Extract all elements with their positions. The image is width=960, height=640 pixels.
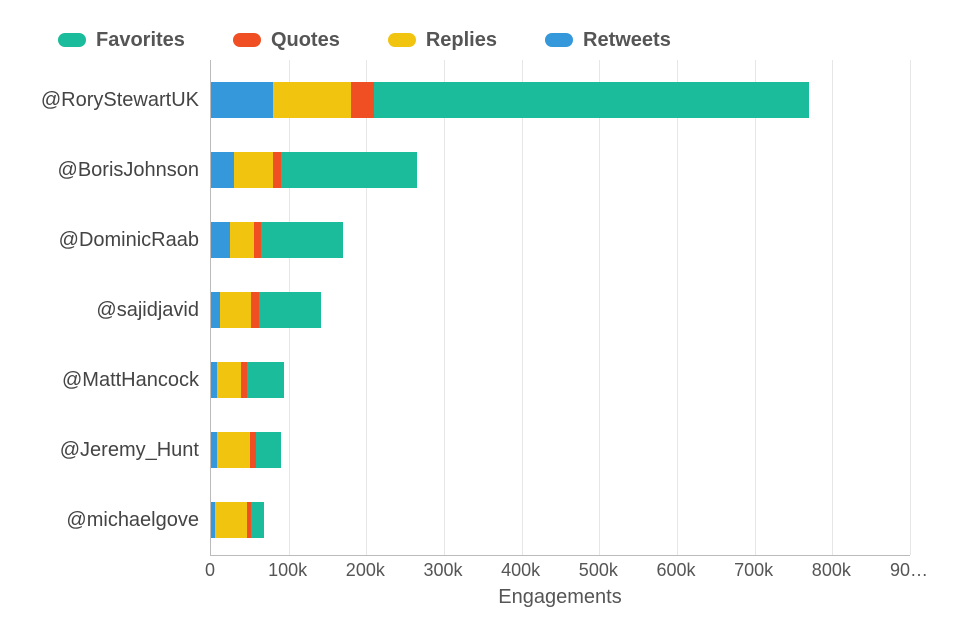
gridline [755,60,756,555]
bar-segment-replies [273,82,351,118]
x-tick-label: 100k [268,560,307,581]
gridline [910,60,911,555]
y-axis-label: @BorisJohnson [58,152,211,188]
engagements-chart: Favorites Quotes Replies Retweets @RoryS… [0,0,960,640]
legend-swatch-quotes [233,33,261,47]
bar-row: @sajidjavid [211,292,321,328]
bar-segment-favorites [281,152,417,188]
legend-swatch-retweets [545,33,573,47]
bar-row: @DominicRaab [211,222,343,258]
gridline [832,60,833,555]
bar-segment-retweets [211,222,230,258]
x-tick-label: 500k [579,560,618,581]
x-tick-label: 300k [423,560,462,581]
x-tick-label: 200k [346,560,385,581]
legend-item-retweets: Retweets [545,29,671,52]
x-tick-label: 800k [812,560,851,581]
gridline [444,60,445,555]
x-tick-label: 400k [501,560,540,581]
legend-swatch-favorites [58,33,86,47]
legend-label: Favorites [96,29,185,52]
bar-segment-replies [220,292,251,328]
y-axis-label: @michaelgove [66,502,211,538]
gridline [522,60,523,555]
legend-swatch-replies [388,33,416,47]
bar-segment-retweets [211,152,234,188]
bar-segment-favorites [261,222,343,258]
bar-segment-favorites [374,82,809,118]
bar-segment-replies [217,362,240,398]
y-axis-label: @Jeremy_Hunt [60,432,211,468]
bar-segment-retweets [211,292,220,328]
bar-segment-replies [215,502,248,538]
plot-area: @RoryStewartUK @BorisJohnson @DominicRaab @… [210,60,910,555]
legend-label: Retweets [583,29,671,52]
gridline [366,60,367,555]
bar-row: @Jeremy_Hunt [211,432,281,468]
bar-row: @BorisJohnson [211,152,417,188]
legend-item-replies: Replies [388,29,497,52]
bar-segment-replies [234,152,273,188]
legend-item-quotes: Quotes [233,29,340,52]
y-axis-label: @DominicRaab [59,222,211,258]
bar-segment-replies [217,432,250,468]
x-tick-label: 0 [205,560,215,581]
y-axis-label: @sajidjavid [96,292,211,328]
x-tick-label: 90… [890,560,928,581]
bar-row: @RoryStewartUK [211,82,809,118]
legend-label: Quotes [271,29,340,52]
bar-segment-favorites [259,292,321,328]
bar-segment-favorites [251,502,263,538]
bar-segment-favorites [256,432,281,468]
gridline [677,60,678,555]
x-tick-label: 700k [734,560,773,581]
bar-segment-quotes [251,292,259,328]
y-axis-label: @RoryStewartUK [41,82,211,118]
bar-segment-retweets [211,82,273,118]
y-axis-label: @MattHancock [62,362,211,398]
gridline [599,60,600,555]
legend-item-favorites: Favorites [58,29,185,52]
bar-segment-replies [230,222,253,258]
x-axis: 0100k200k300k400k500k600k700k800k90… [210,555,910,578]
bar-segment-quotes [351,82,374,118]
bar-segment-quotes [273,152,281,188]
legend-label: Replies [426,29,497,52]
bar-row: @michaelgove [211,502,264,538]
x-tick-label: 600k [656,560,695,581]
bar-row: @MattHancock [211,362,284,398]
chart-legend: Favorites Quotes Replies Retweets [10,20,930,60]
bar-segment-quotes [254,222,262,258]
bar-segment-favorites [247,362,284,398]
x-axis-title: Engagements [210,586,910,609]
